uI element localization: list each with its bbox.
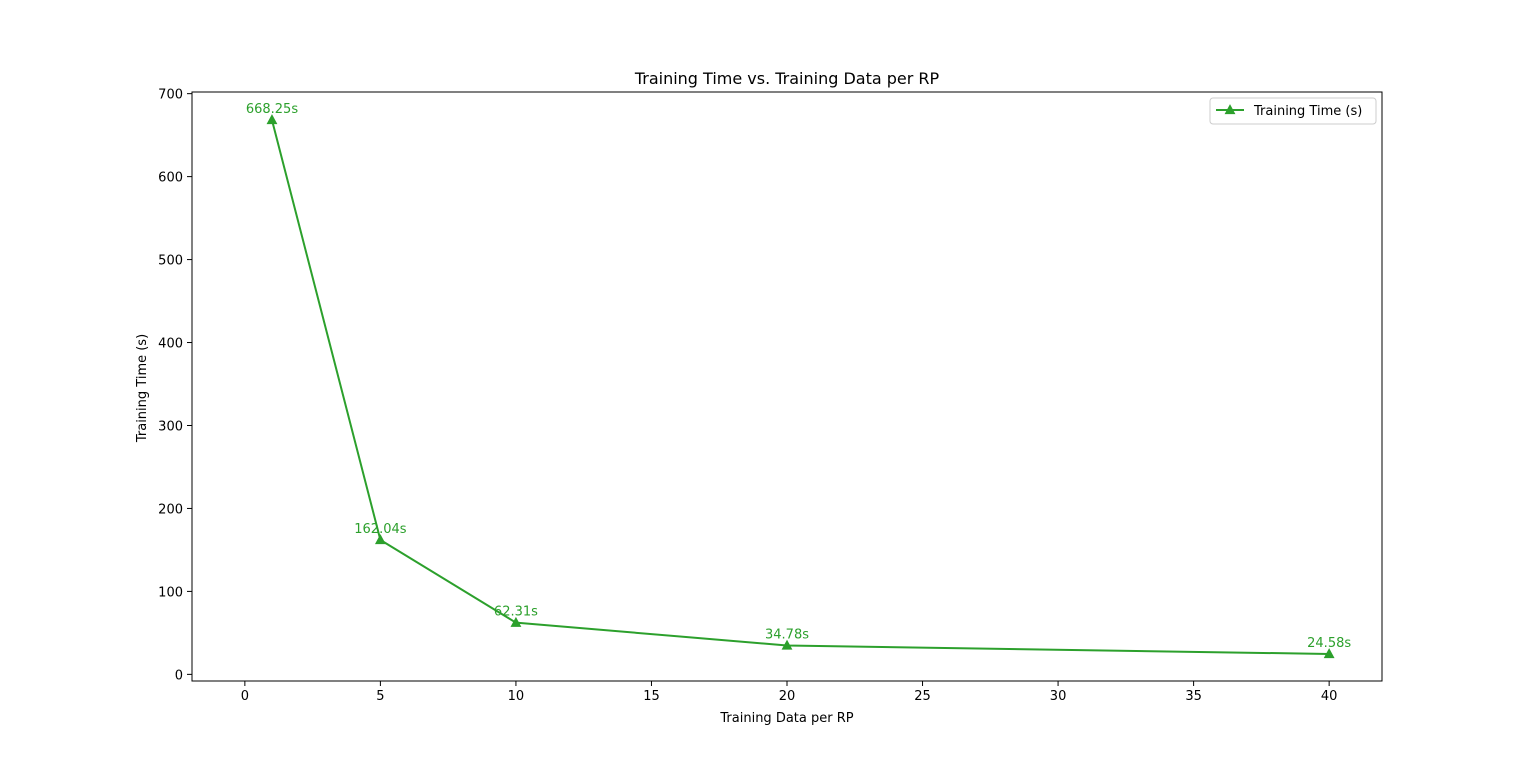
x-tick-label: 15 — [643, 689, 660, 704]
legend-entry: Training Time (s) — [1253, 104, 1362, 119]
plot-area: 0 5 10 15 20 25 30 35 40010020030040050060070066… — [158, 88, 1383, 704]
x-tick-label: 25 — [914, 689, 931, 704]
chart-title: Training Time vs. Training Data per RP — [634, 69, 940, 88]
legend-box — [1209, 97, 1377, 125]
data-label: 34.78s — [765, 628, 809, 643]
y-tick-label: 0 — [175, 668, 183, 683]
legend-marker — [1224, 104, 1236, 115]
y-tick-label: 500 — [158, 254, 183, 269]
x-tick-label: 10 — [508, 689, 525, 704]
data-point — [781, 639, 793, 650]
x-tick-label: 30 — [1050, 689, 1067, 704]
x-tick-label: 40 — [1321, 689, 1338, 704]
y-tick-label: 200 — [158, 502, 183, 517]
x-tick-label: 35 — [1185, 689, 1202, 704]
data-point — [1323, 648, 1335, 659]
data-point — [266, 114, 278, 125]
y-tick-label: 100 — [158, 585, 183, 600]
x-tick-label: 20 — [779, 689, 796, 704]
y-axis-label: Training Time (s) — [135, 334, 150, 443]
x-tick-label: 5 — [376, 689, 384, 704]
y-tick-label: 400 — [158, 337, 183, 352]
x-axis-label: Training Data per RP — [719, 711, 853, 726]
y-tick-label: 700 — [158, 88, 183, 103]
y-tick-label: 600 — [158, 171, 183, 186]
y-tick-label: 300 — [158, 419, 183, 434]
data-point — [510, 616, 522, 627]
data-point — [374, 534, 386, 545]
data-label: 668.25s — [246, 102, 298, 117]
x-tick-label: 0 — [241, 689, 249, 704]
data-label: 24.58s — [1307, 636, 1351, 651]
data-label: 162.04s — [354, 522, 406, 537]
legend: Training Time (s) — [1209, 97, 1377, 125]
data-label: 62.31s — [494, 605, 538, 620]
